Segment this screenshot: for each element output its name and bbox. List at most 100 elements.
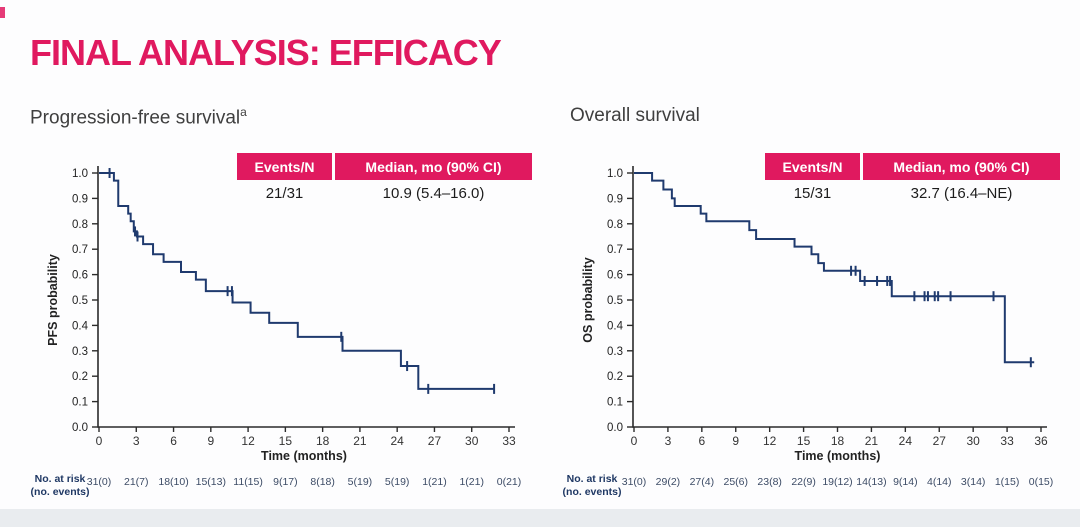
os-risk-value: 27(4) <box>689 476 715 488</box>
pfs-risk-value: 9(17) <box>273 476 298 488</box>
svg-text:0.1: 0.1 <box>72 397 88 409</box>
pfs-risk-value: 5(19) <box>347 476 373 488</box>
svg-text:0.5: 0.5 <box>72 295 88 307</box>
slide-edge-accent <box>0 7 5 18</box>
os-risk-value: 29(2) <box>655 476 681 488</box>
svg-text:6: 6 <box>698 434 705 448</box>
os-risk-value: 19(12) <box>822 476 853 488</box>
svg-text:33: 33 <box>502 434 516 448</box>
svg-text:0.3: 0.3 <box>72 346 88 358</box>
svg-text:0.0: 0.0 <box>607 422 623 434</box>
os-events-header: Events/N <box>765 153 860 180</box>
svg-text:0: 0 <box>96 434 103 448</box>
pfs-survival-curve <box>99 172 495 390</box>
svg-text:27: 27 <box>933 434 947 448</box>
svg-text:3: 3 <box>133 434 140 448</box>
os-survival-curve <box>634 172 1035 364</box>
os-chart: 0.00.10.20.30.40.50.60.70.80.91.00 3 6 9 12 1… <box>581 166 1048 463</box>
svg-text:0.0: 0.0 <box>72 422 88 434</box>
svg-text:27: 27 <box>428 434 442 448</box>
os-risk-value: 4(14) <box>926 476 952 488</box>
svg-text:21: 21 <box>353 434 367 448</box>
svg-text:18: 18 <box>831 434 845 448</box>
svg-text:3: 3 <box>665 434 672 448</box>
os-risk-value: 3(14) <box>960 476 986 488</box>
pfs-risk-label-line1: No. at risk <box>34 473 86 485</box>
pfs-risk-value: 11(15) <box>233 476 263 488</box>
pfs-risk-value: 15(13) <box>195 476 226 488</box>
svg-text:0.8: 0.8 <box>72 219 88 231</box>
os-risk-value: 31(0) <box>621 476 647 488</box>
os-axes: 0.00.10.20.30.40.50.60.70.80.91.00 3 6 9 12 1… <box>607 166 1048 448</box>
svg-text:9: 9 <box>207 434 214 448</box>
svg-text:0.9: 0.9 <box>72 193 88 205</box>
svg-text:6: 6 <box>170 434 177 448</box>
svg-text:30: 30 <box>465 434 479 448</box>
svg-text:0.3: 0.3 <box>607 346 623 358</box>
pfs-events-header: Events/N <box>237 153 332 180</box>
pfs-risk-value: 5(19) <box>384 476 410 488</box>
svg-text:21: 21 <box>865 434 879 448</box>
svg-text:15: 15 <box>797 434 811 448</box>
svg-text:1.0: 1.0 <box>72 168 88 180</box>
os-risk-label-line1: No. at risk <box>566 473 618 485</box>
pfs-axes: 0.0 0.1 0.2 0.3 0.4 0.5 0.6 0.7 0.8 0.9 1.0 0 3 6 9 12 1… <box>72 166 516 448</box>
os-risk-value: 23(8) <box>757 476 782 488</box>
os-censor-marks <box>850 265 1032 368</box>
os-risk-label: No. at risk (no. events) <box>560 473 624 499</box>
pfs-risk-value: 18(10) <box>158 476 189 488</box>
os-xlabel: Time (months) <box>795 449 881 463</box>
pfs-xlabel: Time (months) <box>261 449 347 463</box>
svg-text:30: 30 <box>966 434 980 448</box>
svg-text:0.7: 0.7 <box>72 244 88 256</box>
pfs-risk-value: 0(21) <box>496 476 522 488</box>
svg-text:0.6: 0.6 <box>607 270 623 282</box>
pfs-stats-table: Events/N Median, mo (90% CI) 21/31 10.9 … <box>237 153 532 205</box>
os-ylabel: OS probability <box>581 257 595 342</box>
svg-text:0.7: 0.7 <box>607 244 623 256</box>
svg-text:0: 0 <box>631 434 638 448</box>
pfs-risk-value: 1(21) <box>459 476 484 488</box>
svg-text:0.4: 0.4 <box>607 320 624 332</box>
svg-text:0.5: 0.5 <box>607 295 623 307</box>
svg-text:0.8: 0.8 <box>607 219 623 231</box>
svg-text:0.1: 0.1 <box>607 397 623 409</box>
pfs-risk-label: No. at risk (no. events) <box>28 473 92 499</box>
slide-title: FINAL ANALYSIS: EFFICACY <box>30 32 502 73</box>
svg-text:24: 24 <box>899 434 913 448</box>
os-events-value: 15/31 <box>793 185 832 202</box>
svg-text:0.2: 0.2 <box>72 371 88 383</box>
svg-text:0.9: 0.9 <box>607 193 623 205</box>
svg-text:18: 18 <box>316 434 330 448</box>
pfs-risk-label-line2: (no. events) <box>30 486 90 498</box>
os-risk-value: 1(15) <box>994 476 1020 488</box>
pfs-risk-value: 8(18) <box>310 476 335 488</box>
svg-text:36: 36 <box>1034 434 1048 448</box>
svg-text:24: 24 <box>391 434 405 448</box>
pfs-risk-value: 1(21) <box>422 476 447 488</box>
pfs-section-title: Progression-free survivala <box>30 105 247 129</box>
os-risk-value: 22(9) <box>791 476 816 488</box>
svg-text:0.6: 0.6 <box>72 270 88 282</box>
pfs-footnote-marker: a <box>240 105 247 119</box>
svg-text:0.4: 0.4 <box>72 320 89 332</box>
os-median-header: Median, mo (90% CI) <box>863 153 1060 180</box>
os-risk-value: 0(15) <box>1028 476 1054 488</box>
pfs-censor-marks <box>108 168 496 394</box>
pfs-risk-value: 31(0) <box>86 476 112 488</box>
os-risk-value: 9(14) <box>893 476 918 488</box>
os-section-title: Overall survival <box>570 105 700 127</box>
pfs-risk-value: 21(7) <box>124 476 149 488</box>
footer-bar <box>0 509 1080 527</box>
svg-text:12: 12 <box>241 434 255 448</box>
pfs-section-title-text: Progression-free survival <box>30 107 241 129</box>
pfs-median-header: Median, mo (90% CI) <box>335 153 532 180</box>
os-risk-value: 25(6) <box>723 476 749 488</box>
svg-text:1.0: 1.0 <box>607 168 623 180</box>
pfs-events-value: 21/31 <box>265 185 304 202</box>
svg-text:0.2: 0.2 <box>607 371 623 383</box>
pfs-ylabel: PFS probability <box>46 254 60 346</box>
svg-text:12: 12 <box>763 434 777 448</box>
